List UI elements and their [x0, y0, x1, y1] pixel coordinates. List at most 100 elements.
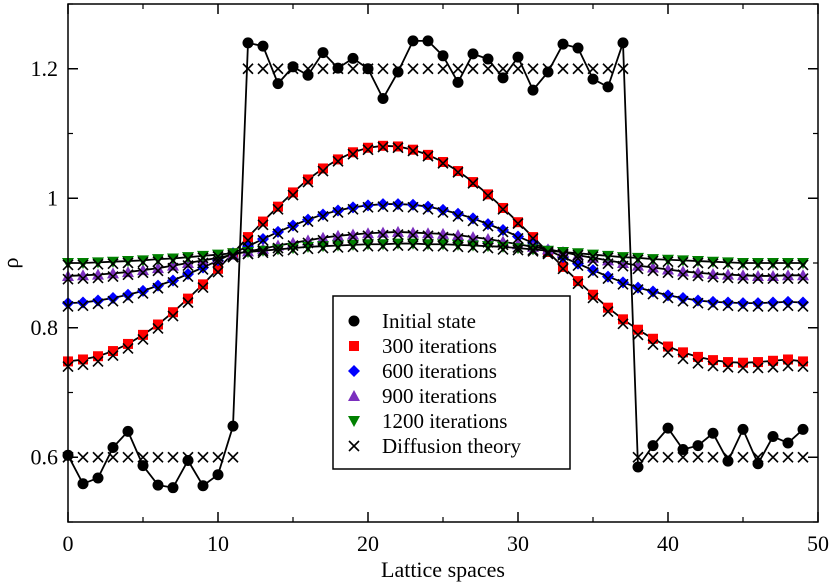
data-point [497, 72, 509, 84]
data-point [587, 249, 599, 261]
data-point [722, 300, 734, 312]
data-point [362, 144, 374, 156]
data-point [437, 231, 449, 243]
data-point [737, 300, 749, 312]
data-point [587, 264, 599, 277]
data-point [632, 254, 644, 266]
data-point [347, 239, 359, 251]
data-point [782, 258, 794, 269]
data-point [797, 296, 809, 309]
data-point [722, 258, 734, 270]
data-point [437, 63, 449, 75]
data-point [707, 256, 719, 268]
data-point [722, 361, 734, 373]
data-point [302, 243, 314, 255]
data-point [77, 259, 89, 271]
data-point [408, 144, 418, 155]
data-point [107, 442, 119, 454]
data-point [512, 63, 524, 75]
data-point [257, 219, 269, 231]
data-point [527, 84, 539, 96]
data-point [152, 254, 164, 266]
data-point [782, 259, 794, 271]
data-point [363, 142, 373, 153]
data-point [108, 346, 118, 357]
data-point [332, 229, 344, 241]
data-point [452, 210, 464, 222]
legend-marker [348, 390, 360, 401]
data-point [692, 451, 704, 463]
data-point [767, 258, 779, 269]
data-point [453, 166, 463, 177]
data-point [482, 63, 494, 75]
data-point [167, 253, 179, 265]
data-point [632, 259, 644, 271]
data-point [677, 451, 689, 463]
data-point [557, 246, 569, 258]
data-point [647, 255, 659, 267]
data-point [332, 241, 344, 254]
data-point [288, 187, 298, 198]
data-point [318, 163, 328, 174]
legend-marker [348, 365, 360, 377]
data-point [332, 206, 344, 219]
data-point [392, 238, 404, 250]
data-point [407, 238, 419, 250]
data-point [287, 63, 299, 75]
data-point [167, 274, 179, 287]
data-point [633, 324, 643, 335]
data-point [782, 437, 794, 449]
data-point [468, 177, 478, 188]
data-point [137, 256, 149, 268]
data-point [287, 244, 299, 256]
data-point [257, 245, 269, 257]
data-point [317, 165, 329, 177]
data-point [467, 241, 479, 254]
data-point [332, 63, 344, 75]
data-point [497, 203, 509, 215]
data-point [77, 296, 89, 309]
data-point [347, 241, 359, 253]
data-point [452, 207, 464, 220]
y-tick-label: 0.6 [31, 444, 59, 469]
data-point [707, 451, 719, 463]
data-point [78, 354, 88, 365]
data-point [707, 360, 719, 372]
data-point [663, 341, 673, 352]
data-point [497, 63, 509, 75]
data-point [482, 220, 494, 232]
data-point [512, 217, 524, 230]
data-point [122, 342, 134, 355]
data-point [392, 201, 404, 213]
data-point [392, 239, 404, 252]
data-point [752, 297, 764, 310]
legend-label: Diffusion theory [382, 434, 522, 458]
data-point [557, 63, 569, 75]
data-point [797, 259, 809, 271]
data-point [677, 256, 689, 268]
data-point [647, 265, 659, 277]
legend-marker [348, 416, 360, 427]
data-point [647, 451, 659, 463]
data-point [198, 279, 208, 290]
data-point [692, 257, 704, 269]
data-point [137, 287, 149, 299]
data-point [392, 63, 404, 75]
data-point [167, 276, 179, 288]
data-point [197, 252, 209, 264]
data-point [542, 247, 554, 259]
data-point [723, 357, 733, 368]
data-point [287, 61, 299, 73]
data-point [347, 201, 359, 214]
data-point [662, 254, 674, 266]
data-point [647, 339, 659, 351]
data-point [497, 241, 509, 253]
series-initial-state [62, 35, 809, 494]
legend-label: 300 iterations [382, 334, 497, 358]
data-point [152, 479, 164, 491]
data-point [632, 281, 644, 294]
y-tick-label: 1 [47, 185, 58, 210]
data-point [767, 269, 779, 281]
data-point [77, 478, 89, 490]
